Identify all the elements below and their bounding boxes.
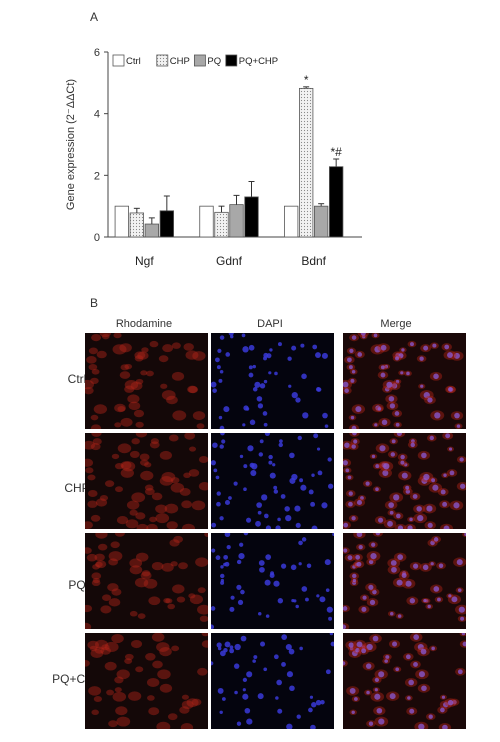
micrograph-rhodamine-pq-chp — [85, 633, 208, 729]
micrograph-dapi-pq — [211, 533, 334, 629]
legend-swatch — [193, 54, 206, 67]
legend-swatch — [112, 54, 125, 67]
row-label-chp: CHP — [64, 481, 90, 495]
legend-label: PQ+CHP — [239, 56, 278, 67]
micrograph-merge-ctrl — [343, 333, 466, 429]
bar-chp-ngf — [129, 212, 144, 238]
micrograph-dapi-chp — [211, 433, 334, 529]
bar-ctrl-bdnf — [284, 205, 299, 238]
column-header-dapi: DAPI — [257, 318, 283, 330]
y-tick-label: 4 — [94, 109, 100, 121]
bar-pq-chp-gdnf — [244, 196, 259, 238]
row-label-ctrl: Ctrl — [67, 372, 87, 386]
chart-legend: Ctrl CHP PQ PQ+CHP — [112, 54, 278, 67]
bar-ctrl-gdnf — [199, 205, 214, 238]
micrograph-rhodamine-pq — [85, 533, 208, 629]
legend-label: PQ — [207, 56, 221, 67]
legend-swatch — [156, 54, 169, 67]
y-tick-label: 6 — [94, 47, 100, 59]
bar-pq-chp-bdnf — [329, 166, 344, 238]
panel-b-label: B — [90, 296, 99, 310]
x-tick-label: Bdnf — [301, 254, 326, 268]
micrograph-merge-pq — [343, 533, 466, 629]
micrograph-rhodamine-chp — [85, 433, 208, 529]
bar-pq-bdnf — [314, 205, 329, 238]
column-header-merge: Merge — [380, 318, 412, 330]
bar-pq-gdnf — [229, 204, 244, 238]
x-tick-label: Gdnf — [216, 254, 243, 268]
bar-chp-bdnf — [299, 87, 314, 238]
row-label-pq: PQ — [68, 578, 86, 592]
micrograph-dapi-ctrl — [211, 333, 334, 429]
micrograph-rhodamine-ctrl — [85, 333, 208, 429]
y-axis-label: Gene expression (2⁻ΔΔCt) — [65, 79, 77, 210]
significance-marker: * — [304, 73, 309, 87]
legend-swatch — [225, 54, 238, 67]
chart-bars: * *# — [114, 73, 344, 238]
column-header-rhodamine: Rhodamine — [115, 318, 173, 330]
legend-label: Ctrl — [126, 56, 141, 67]
micrograph-merge-pq-chp — [343, 633, 466, 729]
panel-a-label: A — [90, 10, 99, 24]
bar-pq-ngf — [144, 223, 159, 238]
x-tick-label: Ngf — [135, 254, 154, 268]
bar-ctrl-ngf — [114, 205, 129, 238]
y-tick-label: 2 — [94, 170, 100, 182]
micrograph-merge-chp — [343, 433, 466, 529]
y-tick-label: 0 — [94, 232, 100, 244]
micrograph-dapi-pq-chp — [211, 633, 334, 729]
significance-marker: *# — [330, 145, 342, 159]
bar-pq-chp-ngf — [159, 210, 174, 238]
bar-chp-gdnf — [214, 211, 229, 238]
legend-label: CHP — [170, 56, 190, 67]
